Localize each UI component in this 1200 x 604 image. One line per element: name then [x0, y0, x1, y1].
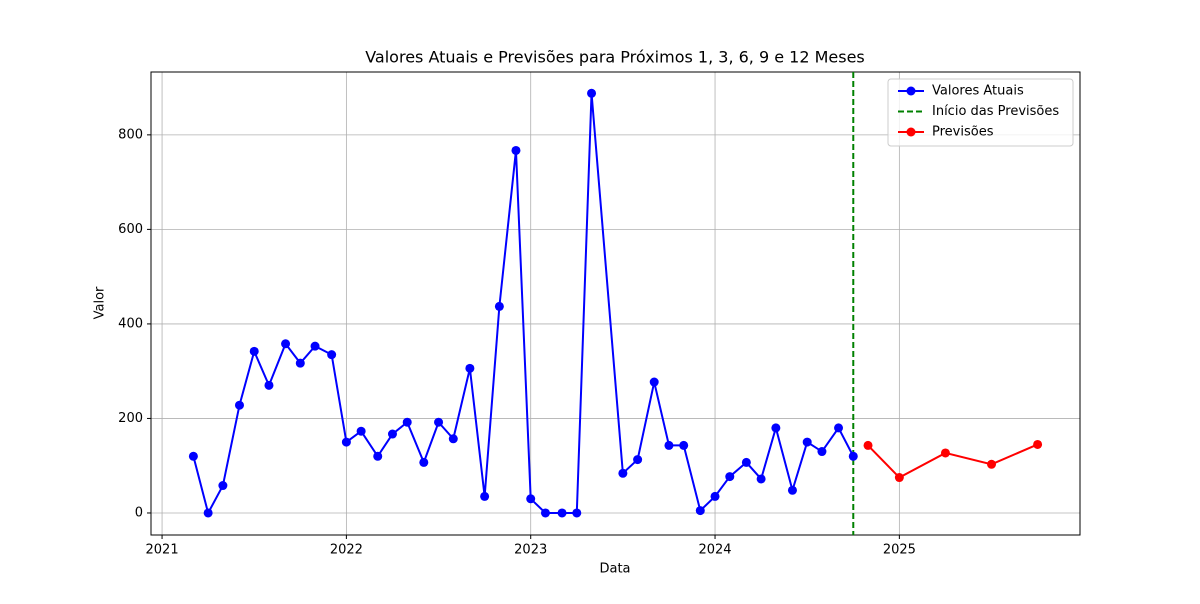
point [281, 339, 291, 349]
point [557, 508, 567, 518]
point [787, 485, 797, 495]
point [356, 426, 366, 436]
x-tick-label: 2024 [698, 543, 731, 558]
point [834, 423, 844, 433]
y-tick-label: 0 [135, 505, 143, 520]
point [756, 474, 766, 484]
x-tick-label: 2021 [146, 543, 179, 558]
point [434, 417, 444, 427]
point [373, 451, 383, 461]
point [341, 437, 351, 447]
y-tick-label: 200 [118, 411, 143, 426]
legend-label: Início das Previsões [932, 104, 1059, 119]
point [448, 434, 458, 444]
x-tick-label: 2023 [514, 543, 547, 558]
point [1033, 439, 1043, 449]
point [771, 423, 781, 433]
point [802, 437, 812, 447]
point [863, 440, 873, 450]
point [218, 481, 228, 491]
point [848, 451, 858, 461]
point [540, 508, 550, 518]
point [480, 491, 490, 501]
point [817, 447, 827, 457]
point [526, 494, 536, 504]
point [494, 301, 504, 311]
point [465, 363, 475, 373]
legend-label: Previsões [932, 125, 994, 140]
point [741, 457, 751, 467]
point [295, 358, 305, 368]
point [310, 341, 320, 351]
point [234, 400, 244, 410]
x-axis-label: Data [599, 562, 630, 577]
y-tick-label: 600 [118, 222, 143, 237]
point [327, 350, 337, 360]
chart-title: Valores Atuais e Previsões para Próximos… [365, 48, 865, 67]
series-line [192, 93, 855, 516]
point [387, 429, 397, 439]
point [264, 380, 274, 390]
y-tick-label: 400 [118, 316, 143, 331]
point [633, 455, 643, 465]
x-tick-label: 2022 [330, 543, 363, 558]
point [249, 346, 259, 356]
point [572, 508, 582, 518]
point [419, 457, 429, 467]
point [695, 506, 705, 516]
legend-marker [906, 127, 916, 137]
point [940, 448, 950, 458]
series-line [867, 443, 1039, 479]
point [402, 417, 412, 427]
y-tick-label: 800 [118, 127, 143, 142]
point [710, 491, 720, 501]
point [649, 377, 659, 387]
point [987, 459, 997, 469]
point [203, 508, 213, 518]
point [679, 440, 689, 450]
point [188, 451, 198, 461]
legend-box [887, 78, 1074, 147]
point [587, 88, 597, 98]
legend-label: Valores Atuais [932, 84, 1024, 99]
point [664, 440, 674, 450]
legend-marker [906, 86, 916, 96]
plot-frame [150, 71, 1081, 536]
x-tick-label: 2025 [883, 543, 916, 558]
y-axis-label: Valor [93, 286, 108, 319]
point [725, 472, 735, 482]
point [894, 473, 904, 483]
point [618, 468, 628, 478]
point [511, 145, 521, 155]
